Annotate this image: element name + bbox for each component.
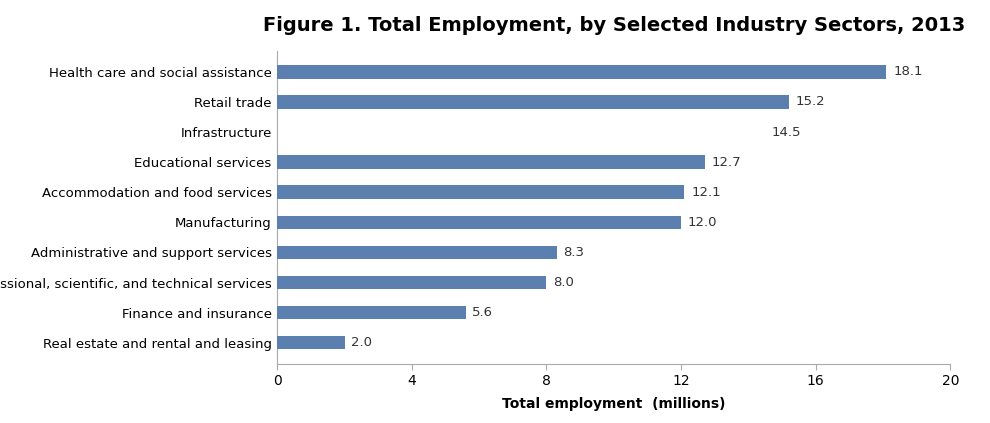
Bar	[277, 155, 705, 169]
Bar	[277, 185, 684, 199]
Bar	[277, 95, 789, 109]
Text: 8.0: 8.0	[553, 276, 574, 289]
Text: 12.7: 12.7	[712, 156, 742, 169]
Bar	[277, 306, 465, 319]
Text: 5.6: 5.6	[472, 306, 493, 319]
Bar	[277, 65, 886, 79]
Bar	[277, 246, 556, 259]
Text: 18.1: 18.1	[893, 65, 923, 78]
Title: Figure 1. Total Employment, by Selected Industry Sectors, 2013: Figure 1. Total Employment, by Selected …	[262, 16, 965, 35]
Text: 8.3: 8.3	[563, 246, 584, 259]
X-axis label: Total employment  (millions): Total employment (millions)	[502, 396, 726, 411]
Bar	[277, 276, 546, 289]
Text: 2.0: 2.0	[351, 336, 372, 349]
Text: 12.1: 12.1	[691, 186, 721, 199]
Text: 12.0: 12.0	[688, 216, 718, 229]
Bar	[277, 216, 681, 229]
Text: 14.5: 14.5	[772, 126, 802, 138]
Text: 15.2: 15.2	[796, 96, 826, 108]
Bar	[277, 336, 345, 349]
